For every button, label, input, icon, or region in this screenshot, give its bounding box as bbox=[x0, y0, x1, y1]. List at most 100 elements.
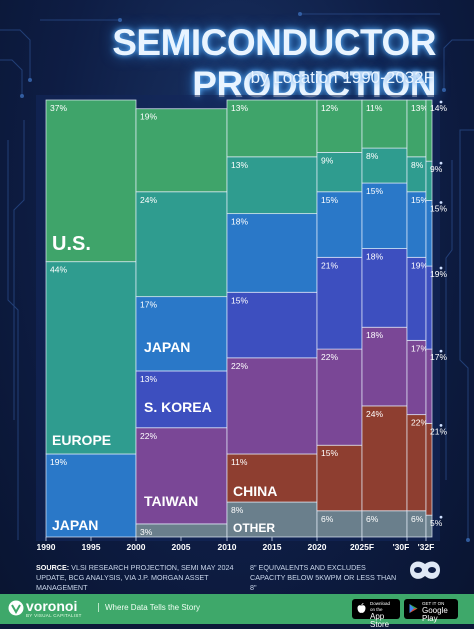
region-label-japan: JAPAN bbox=[52, 517, 98, 533]
region-label-japan2: JAPAN bbox=[144, 339, 190, 355]
visual-capitalist-mask-icon bbox=[410, 561, 440, 579]
segment-europe-2020 bbox=[316, 152, 363, 193]
value-label-china-2032F: 21% bbox=[430, 426, 447, 436]
value-label-japan2-2000: 17% bbox=[140, 300, 157, 310]
value-label-europe-2000: 24% bbox=[140, 195, 157, 205]
brand-subtitle: BY VISUAL CAPITALIST bbox=[26, 613, 82, 618]
value-label-skorea-2032F: 19% bbox=[430, 269, 447, 279]
segment-us-2025F bbox=[361, 99, 408, 149]
segment-japan2-2010 bbox=[226, 213, 318, 293]
region-label-europe: EUROPE bbox=[52, 432, 111, 448]
google-play-icon bbox=[409, 604, 418, 613]
region-label-skorea: S. KOREA bbox=[144, 399, 212, 415]
value-label-us-2032F: 14% bbox=[430, 103, 447, 113]
segment-china-2020 bbox=[316, 444, 363, 512]
value-label-us-2010: 13% bbox=[231, 103, 248, 113]
x-tick-label-1: 1995 bbox=[82, 542, 101, 552]
segment-us-2020 bbox=[316, 99, 363, 153]
segment-europe-2010 bbox=[226, 156, 318, 215]
segment-china-2032F bbox=[425, 422, 433, 516]
footer-bar: voronoi BY VISUAL CAPITALIST Where Data … bbox=[0, 594, 474, 629]
google-play-text: Google Play bbox=[422, 606, 448, 623]
voronoi-logo-icon bbox=[8, 600, 24, 616]
segment-us-2032F bbox=[425, 99, 433, 162]
segment-china-2030F bbox=[406, 414, 427, 512]
segment-us-2000 bbox=[135, 108, 228, 193]
segment-china-2025F bbox=[361, 405, 408, 512]
value-label-other-2030F: 6% bbox=[411, 514, 424, 524]
google-play-button[interactable]: GET IT ON Google Play bbox=[404, 599, 458, 623]
x-tick-label-0: 1990 bbox=[37, 542, 56, 552]
x-tick-label-5: 2015 bbox=[263, 542, 282, 552]
segment-japan2-2000 bbox=[135, 296, 228, 372]
value-label-china-2020: 15% bbox=[321, 448, 338, 458]
value-label-skorea-2030F: 19% bbox=[411, 260, 428, 270]
page-subtitle: by Location 1990-2032F bbox=[250, 68, 434, 87]
x-tick-label-6: 2020 bbox=[308, 542, 327, 552]
x-tick-label-4: 2010 bbox=[218, 542, 237, 552]
x-tick-label-8: '30F bbox=[393, 542, 410, 552]
segment-us-1990 bbox=[45, 99, 137, 263]
value-label-china-2025F: 24% bbox=[366, 409, 383, 419]
source-text: VLSI RESEARCH PROJECTION, SEMI MAY 2024 … bbox=[36, 563, 234, 592]
source-label: SOURCE: bbox=[36, 563, 70, 572]
value-label-other-2000: 3% bbox=[140, 527, 153, 537]
value-label-japan2-2010: 18% bbox=[231, 217, 248, 227]
value-label-europe-1990: 44% bbox=[50, 265, 67, 275]
app-store-button[interactable]: Download on the App Store bbox=[352, 599, 400, 629]
value-label-us-2000: 19% bbox=[140, 112, 157, 122]
x-tick-label-3: 2005 bbox=[172, 542, 191, 552]
value-label-other-2020: 6% bbox=[321, 514, 334, 524]
value-label-us-2020: 12% bbox=[321, 103, 338, 113]
apple-icon bbox=[357, 603, 366, 613]
segment-europe-2025F bbox=[361, 147, 408, 184]
marker-dot-taiwan bbox=[439, 349, 443, 353]
app-store-text: App Store bbox=[370, 612, 390, 629]
region-label-china: CHINA bbox=[233, 483, 277, 499]
marker-dot-other bbox=[439, 515, 443, 519]
value-label-taiwan-2000: 22% bbox=[140, 431, 157, 441]
segment-taiwan-2025F bbox=[361, 326, 408, 407]
segment-other-2010 bbox=[226, 501, 318, 538]
segment-europe-1990 bbox=[45, 261, 137, 455]
value-label-europe-2020: 9% bbox=[321, 155, 334, 165]
capacity-note: 8" EQUIVALENTS AND EXCLUDES CAPACITY BEL… bbox=[250, 563, 397, 592]
value-label-other-2025F: 6% bbox=[366, 514, 379, 524]
value-label-taiwan-2032F: 17% bbox=[430, 352, 447, 362]
value-label-skorea-2025F: 18% bbox=[366, 252, 383, 262]
marker-dot-japan2 bbox=[439, 201, 443, 204]
semiconductor-chart: 19% 44% 37% 3% 22% 13% 17% 24% 19% 8% 11% 22% 15% 18%… bbox=[36, 95, 447, 552]
marker-dot-china bbox=[439, 423, 443, 427]
value-label-japan2-2025F: 15% bbox=[366, 186, 383, 196]
value-label-europe-2032F: 9% bbox=[430, 164, 443, 174]
value-label-skorea-2000: 13% bbox=[140, 374, 157, 384]
x-tick-label-9: '32F bbox=[418, 542, 435, 552]
value-label-japan2-2020: 15% bbox=[321, 195, 338, 205]
value-label-japan2-2030F: 15% bbox=[411, 195, 428, 205]
tagline: Where Data Tells the Story bbox=[98, 603, 200, 612]
value-label-europe-2010: 13% bbox=[231, 160, 248, 170]
value-label-us-2030F: 13% bbox=[411, 103, 428, 113]
segment-taiwan-2000 bbox=[135, 427, 228, 525]
value-label-taiwan-2020: 22% bbox=[321, 352, 338, 362]
value-label-europe-2025F: 8% bbox=[366, 151, 379, 161]
region-label-taiwan: TAIWAN bbox=[144, 493, 198, 509]
segment-skorea-2000 bbox=[135, 370, 228, 429]
value-label-us-1990: 37% bbox=[50, 103, 67, 113]
marker-dot-skorea bbox=[439, 266, 443, 270]
value-label-japan2-2032F: 15% bbox=[430, 204, 447, 214]
source-note: SOURCE: VLSI RESEARCH PROJECTION, SEMI M… bbox=[36, 563, 246, 593]
value-label-europe-2030F: 8% bbox=[411, 160, 424, 170]
app-store-small-text: Download on the bbox=[370, 601, 391, 612]
region-label-other: OTHER bbox=[233, 521, 275, 535]
segment-skorea-2020 bbox=[316, 256, 363, 350]
x-tick-label-2: 2000 bbox=[127, 542, 146, 552]
value-label-japan-1990: 19% bbox=[50, 457, 67, 467]
region-label-us: U.S. bbox=[52, 233, 91, 255]
segment-other-2020 bbox=[316, 510, 363, 538]
value-label-taiwan-2010: 22% bbox=[231, 361, 248, 371]
segment-china-2010 bbox=[226, 453, 318, 503]
value-label-skorea-2020: 21% bbox=[321, 260, 338, 270]
marker-dot-us bbox=[439, 100, 443, 104]
